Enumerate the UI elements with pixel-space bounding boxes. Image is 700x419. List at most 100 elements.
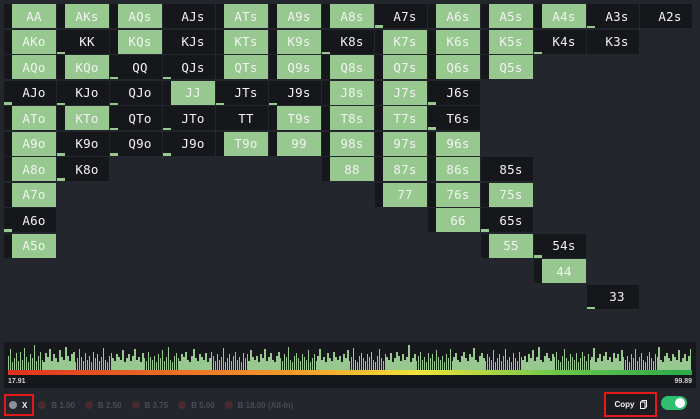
hand-cell-a4s[interactable]: A4s [534,4,586,28]
hand-cell-k7s[interactable]: K7s [375,29,427,54]
hand-cell-kjo[interactable]: KJo [57,80,109,105]
hand-cell-66[interactable]: 66 [428,208,480,232]
hand-cell-55[interactable]: 55 [481,233,533,258]
histogram-bar [542,362,544,370]
hand-cell-75s[interactable]: 75s [481,182,533,207]
hand-cell-k5s[interactable]: K5s [481,29,533,54]
hand-cell-kqo[interactable]: KQo [57,55,109,79]
hand-cell-54s[interactable]: 54s [534,233,586,258]
hand-cell-qto[interactable]: QTo [110,106,162,130]
hand-cell-a8s[interactable]: A8s [322,4,374,28]
action-button-x[interactable]: X [4,394,35,416]
histogram-bar [654,354,657,370]
hand-cell-86s[interactable]: 86s [428,157,480,181]
hand-cell-kqs[interactable]: KQs [110,29,162,54]
hand-cell-k8s[interactable]: K8s [322,29,374,54]
hand-cell-87s[interactable]: 87s [375,157,427,181]
hand-cell-a9s[interactable]: A9s [269,4,321,28]
histogram-bar [94,358,97,370]
hand-cell-tt[interactable]: TT [216,106,268,130]
hand-cell-65s[interactable]: 65s [481,208,533,232]
hand-cell-99[interactable]: 99 [269,131,321,156]
hand-cell-ats[interactable]: ATs [216,4,268,28]
hand-cell-t9s[interactable]: T9s [269,106,321,130]
hand-cell-t7s[interactable]: T7s [375,106,427,130]
hand-cell-j9o[interactable]: J9o [163,131,215,156]
hand-cell-t6s[interactable]: T6s [428,106,480,130]
hand-cell-97s[interactable]: 97s [375,131,427,156]
hand-cell-k8o[interactable]: K8o [57,157,109,181]
toggle-switch[interactable] [661,396,687,410]
hand-cell-j7s[interactable]: J7s [375,80,427,105]
hand-cell-q8s[interactable]: Q8s [322,55,374,79]
action-label: X [22,400,28,410]
hand-cell-aa[interactable]: AA [4,4,56,28]
hand-cell-ato[interactable]: ATo [4,106,56,130]
hand-cell-t9o[interactable]: T9o [216,131,268,156]
hand-cell-88[interactable]: 88 [322,157,374,181]
hand-cell-q9o[interactable]: Q9o [110,131,162,156]
hand-cell-q7s[interactable]: Q7s [375,55,427,79]
hand-cell-a2s[interactable]: A2s [640,4,692,28]
hand-cell-85s[interactable]: 85s [481,157,533,181]
hand-cell-q6s[interactable]: Q6s [428,55,480,79]
action-button-b-2-50[interactable]: B 2.50 [81,394,128,416]
hand-cell-a8o[interactable]: A8o [4,157,56,181]
histogram-bar [465,358,467,370]
hand-cell-q5s[interactable]: Q5s [481,55,533,79]
hand-cell-98s[interactable]: 98s [322,131,374,156]
hand-cell-k9o[interactable]: K9o [57,131,109,156]
hand-cell-q9s[interactable]: Q9s [269,55,321,79]
action-button-b-18-00-all-in[interactable]: B 18.00 (All-In) [221,394,300,416]
hand-cell-a7o[interactable]: A7o [4,182,56,207]
hand-cell-j8s[interactable]: J8s [322,80,374,105]
hand-cell-label: 55 [503,238,519,253]
hand-cell-k6s[interactable]: K6s [428,29,480,54]
histogram-bar [579,358,582,370]
hand-cell-a5o[interactable]: A5o [4,233,56,258]
hand-cell-jj[interactable]: JJ [163,80,215,105]
copy-button[interactable]: Copy [604,392,657,417]
hand-cell-label: 88 [344,161,360,177]
action-button-b-3-75[interactable]: B 3.75 [128,394,175,416]
action-button-b-1-00[interactable]: B 1.00 [34,394,81,416]
hand-cell-k3s[interactable]: K3s [587,29,639,54]
hand-cell-kk[interactable]: KK [57,29,109,54]
hand-cell-qjs[interactable]: QJs [163,55,215,79]
hand-cell-aqo[interactable]: AQo [4,55,56,79]
hand-cell-aks[interactable]: AKs [57,4,109,28]
action-button-b-5-00[interactable]: B 5.00 [174,394,221,416]
hand-cell-jto[interactable]: JTo [163,106,215,130]
hand-cell-ajs[interactable]: AJs [163,4,215,28]
hand-cell-ako[interactable]: AKo [4,29,56,54]
hand-cell-label: J7s [393,85,417,100]
histogram-bar [124,362,126,370]
hand-cell-a5s[interactable]: A5s [481,4,533,28]
hand-cell-k4s[interactable]: K4s [534,29,586,54]
hand-cell-76s[interactable]: 76s [428,182,480,207]
histogram-bar [632,358,635,370]
hand-cell-a6o[interactable]: A6o [4,208,56,232]
hand-cell-k9s[interactable]: K9s [269,29,321,54]
hand-cell-a6s[interactable]: A6s [428,4,480,28]
hand-cell-j6s[interactable]: J6s [428,80,480,105]
hand-cell-a3s[interactable]: A3s [587,4,639,28]
hand-cell-33[interactable]: 33 [587,284,639,309]
hand-cell-jts[interactable]: JTs [216,80,268,105]
hand-cell-a7s[interactable]: A7s [375,4,427,28]
hand-cell-label: A9o [22,136,46,151]
hand-cell-aqs[interactable]: AQs [110,4,162,28]
hand-cell-44[interactable]: 44 [534,259,586,283]
hand-cell-96s[interactable]: 96s [428,131,480,156]
hand-cell-kjs[interactable]: KJs [163,29,215,54]
hand-cell-a9o[interactable]: A9o [4,131,56,156]
hand-cell-ajo[interactable]: AJo [4,80,56,105]
hand-cell-77[interactable]: 77 [375,182,427,207]
hand-cell-qts[interactable]: QTs [216,55,268,79]
hand-cell-qq[interactable]: QQ [110,55,162,79]
hand-cell-kto[interactable]: KTo [57,106,109,130]
hand-cell-qjo[interactable]: QJo [110,80,162,105]
hand-cell-kts[interactable]: KTs [216,29,268,54]
hand-cell-j9s[interactable]: J9s [269,80,321,105]
hand-cell-t8s[interactable]: T8s [322,106,374,130]
